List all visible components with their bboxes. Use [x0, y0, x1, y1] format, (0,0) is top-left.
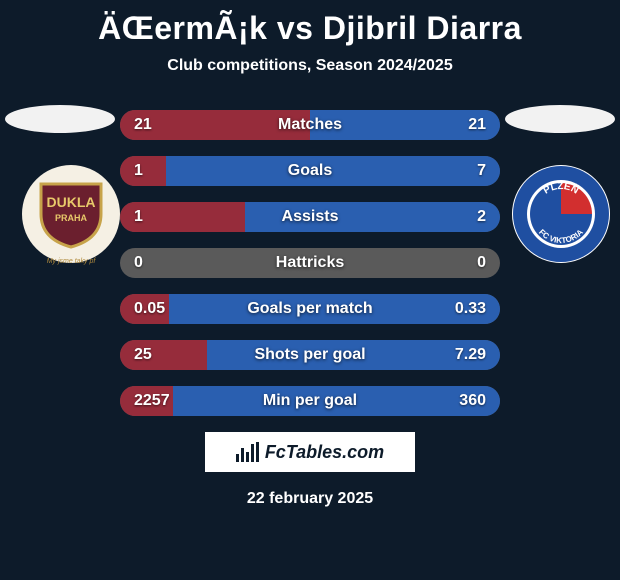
svg-text:DUKLA: DUKLA	[47, 194, 96, 210]
stat-label: Hattricks	[276, 254, 344, 272]
stat-row: 21 21 Matches	[120, 110, 500, 140]
footer-date: 22 february 2025	[0, 490, 620, 508]
right-team-badge: PLZEŇ FC VIKTORIA	[512, 165, 610, 263]
stat-right-value: 7	[477, 162, 486, 180]
stat-left-value: 1	[134, 162, 143, 180]
left-team-badge: DUKLA PRAHA My jsme taky pf	[22, 165, 120, 263]
stat-left-value: 1	[134, 208, 143, 226]
stat-left-value: 25	[134, 346, 152, 364]
footer-brand-text: FcTables.com	[265, 442, 384, 463]
stat-label: Min per goal	[263, 392, 357, 410]
stat-right-value: 7.29	[455, 346, 486, 364]
left-badge-shadow	[5, 105, 115, 133]
stat-right-value: 0.33	[455, 300, 486, 318]
stat-row: 0 0 Hattricks	[120, 248, 500, 278]
stat-left-value: 21	[134, 116, 152, 134]
stat-left-value: 0.05	[134, 300, 165, 318]
stat-label: Shots per goal	[254, 346, 365, 364]
stat-left-value: 0	[134, 254, 143, 272]
stat-right-fill	[166, 156, 500, 186]
stat-row: 25 7.29 Shots per goal	[120, 340, 500, 370]
footer-brand: FcTables.com	[205, 432, 415, 472]
stat-right-value: 2	[477, 208, 486, 226]
right-badge-shadow	[505, 105, 615, 133]
page-title: ÄŒermÃ¡k vs Djibril Diarra	[0, 0, 620, 47]
stat-right-value: 360	[459, 392, 486, 410]
svg-text:PRAHA: PRAHA	[55, 213, 88, 223]
chart-icon	[236, 442, 259, 462]
stat-label: Matches	[278, 116, 342, 134]
stat-label: Goals per match	[247, 300, 372, 318]
stat-row: 2257 360 Min per goal	[120, 386, 500, 416]
page-subtitle: Club competitions, Season 2024/2025	[0, 57, 620, 75]
club-crest-icon: PLZEŇ FC VIKTORIA	[512, 165, 610, 263]
stats-bars: 21 21 Matches 1 7 Goals 1 2 Assists 0 0 Hattricks 0.…	[120, 105, 500, 416]
stat-row: 1 7 Goals	[120, 156, 500, 186]
stat-label: Assists	[282, 208, 339, 226]
stat-right-value: 21	[468, 116, 486, 134]
stat-right-value: 0	[477, 254, 486, 272]
left-team-motto: My jsme taky pf	[22, 258, 120, 265]
shield-icon: DUKLA PRAHA	[31, 179, 111, 249]
stat-label: Goals	[288, 162, 332, 180]
stat-row: 1 2 Assists	[120, 202, 500, 232]
stat-left-value: 2257	[134, 392, 170, 410]
stat-row: 0.05 0.33 Goals per match	[120, 294, 500, 324]
comparison-content: DUKLA PRAHA My jsme taky pf PLZEŇ FC VIK…	[0, 105, 620, 508]
